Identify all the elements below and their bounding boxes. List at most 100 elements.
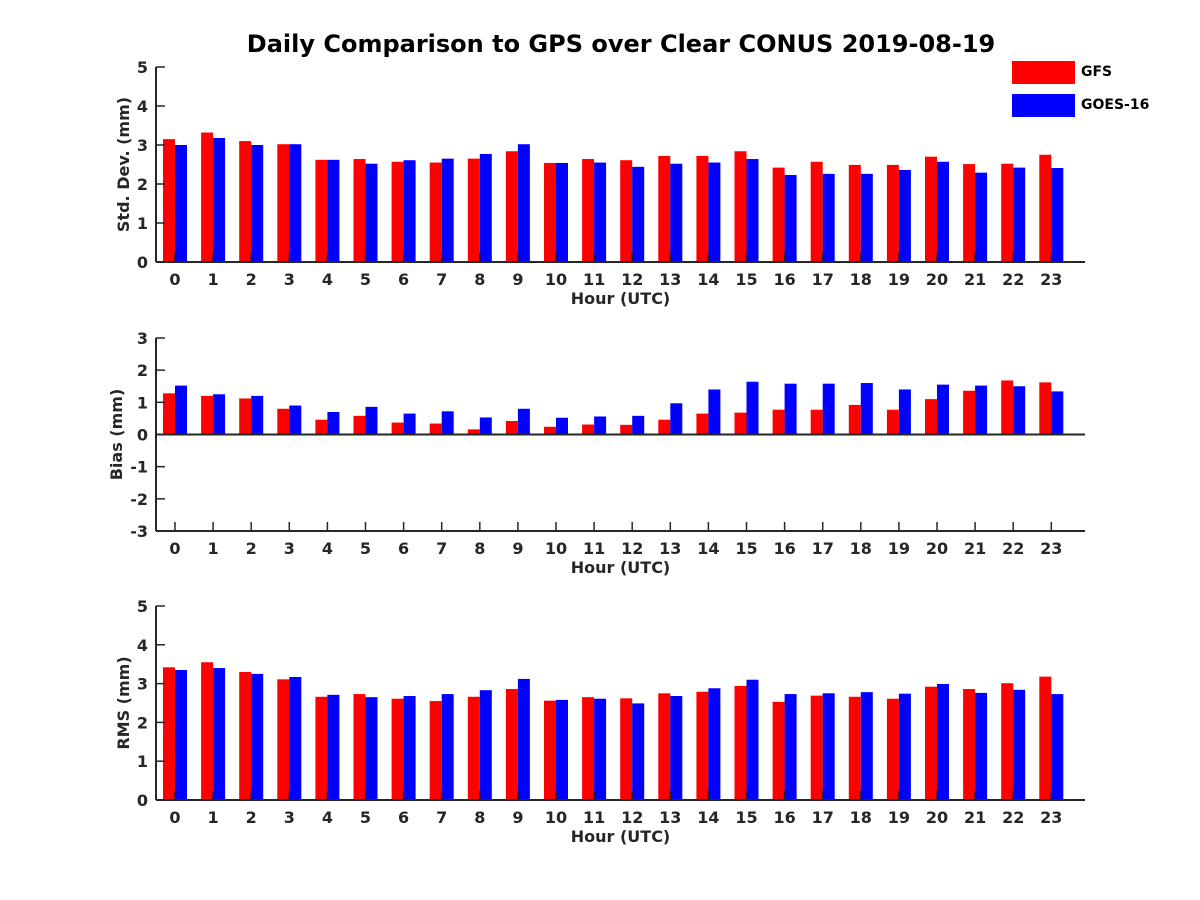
- bias-bar-gfs-10: [544, 426, 556, 435]
- bias-x-tick-label: 14: [697, 539, 719, 558]
- stddev-bar-goes16-23: [1051, 168, 1064, 262]
- stddev-bar-gfs-14: [696, 155, 709, 262]
- stddev-bar-gfs-23: [1039, 154, 1052, 262]
- bias-bar-gfs-9: [505, 420, 518, 435]
- bias-x-tick-label: 8: [474, 539, 485, 558]
- rms-x-tick-label: 8: [474, 808, 485, 827]
- rms-bar-goes16-11: [594, 698, 607, 800]
- bias-bar-gfs-16: [772, 409, 785, 435]
- stddev-bar-gfs-10: [544, 162, 556, 262]
- stddev-bar-gfs-6: [391, 161, 404, 262]
- bias-bar-goes16-7: [441, 411, 454, 435]
- stddev-bar-goes16-22: [1013, 167, 1026, 262]
- bias-bar-gfs-0: [163, 393, 175, 435]
- bias-x-tick-label: 2: [246, 539, 257, 558]
- stddev-bar-goes16-18: [860, 173, 873, 262]
- rms-x-tick-label: 6: [398, 808, 409, 827]
- stddev-x-tick-label: 10: [545, 270, 567, 289]
- bias-bar-goes16-21: [975, 385, 988, 435]
- legend-swatch-goes16: [1012, 94, 1075, 117]
- rms-x-tick-label: 14: [697, 808, 719, 827]
- stddev-bar-goes16-17: [822, 173, 835, 262]
- bias-bar-gfs-6: [391, 422, 404, 435]
- stddev-bar-goes16-15: [746, 159, 759, 262]
- stddev-bar-gfs-18: [848, 164, 861, 262]
- bias-bar-gfs-13: [658, 419, 671, 435]
- stddev-x-tick-label: 3: [284, 270, 295, 289]
- rms-x-tick-label: 12: [621, 808, 643, 827]
- stddev-x-tick-label: 11: [583, 270, 605, 289]
- rms-bar-goes16-15: [746, 679, 759, 800]
- rms-bar-goes16-1: [213, 668, 226, 800]
- stddev-bar-gfs-17: [810, 161, 823, 262]
- bias-bar-goes16-6: [403, 413, 416, 435]
- rms-x-axis-label: Hour (UTC): [571, 827, 671, 846]
- bias-bar-goes16-14: [708, 389, 721, 435]
- bias-bar-goes16-20: [937, 384, 949, 435]
- bias-bar-gfs-14: [696, 413, 709, 435]
- rms-bar-gfs-18: [848, 696, 861, 800]
- bias-bar-gfs-1: [201, 395, 214, 435]
- bias-bar-goes16-0: [175, 385, 187, 435]
- rms-x-tick-label: 2: [246, 808, 257, 827]
- rms-bar-gfs-6: [391, 698, 404, 800]
- stddev-x-tick-label: 19: [888, 270, 910, 289]
- bias-y-axis-label: Bias (mm): [107, 389, 126, 481]
- rms-x-tick-label: 15: [735, 808, 757, 827]
- rms-bar-goes16-12: [632, 703, 645, 800]
- stddev-bar-gfs-9: [505, 151, 518, 262]
- bias-bar-goes16-23: [1051, 391, 1064, 435]
- stddev-bar-goes16-0: [175, 145, 187, 262]
- rms-bar-goes16-19: [898, 693, 911, 800]
- legend-label-goes16: GOES-16: [1081, 97, 1150, 113]
- bias-x-tick-label: 18: [850, 539, 872, 558]
- stddev-x-tick-label: 20: [926, 270, 948, 289]
- bias-bar-gfs-17: [810, 409, 823, 435]
- rms-bar-goes16-6: [403, 696, 416, 800]
- stddev-bar-gfs-11: [582, 159, 595, 262]
- bias-bar-gfs-11: [582, 424, 595, 435]
- stddev-bar-gfs-21: [963, 164, 976, 262]
- stddev-x-tick-label: 12: [621, 270, 643, 289]
- rms-x-tick-label: 5: [360, 808, 371, 827]
- rms-x-tick-label: 13: [659, 808, 681, 827]
- rms-x-tick-label: 1: [208, 808, 219, 827]
- bias-bar-goes16-1: [213, 394, 226, 435]
- stddev-bar-goes16-20: [937, 161, 949, 262]
- bias-x-tick-label: 12: [621, 539, 643, 558]
- rms-x-tick-label: 19: [888, 808, 910, 827]
- bias-bar-gfs-20: [925, 399, 937, 435]
- stddev-bar-goes16-3: [289, 144, 302, 262]
- rms-bar-goes16-9: [517, 678, 530, 800]
- bias-bar-goes16-18: [860, 383, 873, 435]
- rms-x-tick-label: 0: [169, 808, 180, 827]
- rms-bar-gfs-7: [429, 701, 442, 800]
- rms-y-tick-label: 0: [137, 791, 148, 810]
- stddev-x-tick-label: 17: [812, 270, 834, 289]
- rms-bar-goes16-4: [327, 694, 340, 800]
- rms-x-tick-label: 22: [1002, 808, 1024, 827]
- stddev-x-tick-label: 4: [322, 270, 333, 289]
- stddev-x-tick-label: 2: [246, 270, 257, 289]
- stddev-bar-gfs-0: [163, 139, 175, 262]
- rms-bar-goes16-17: [822, 693, 835, 800]
- stddev-y-tick-label: 3: [137, 136, 148, 155]
- rms-x-tick-label: 9: [512, 808, 523, 827]
- legend-swatch-gfs: [1012, 61, 1075, 84]
- bias-bar-gfs-2: [239, 398, 252, 435]
- rms-bar-gfs-14: [696, 691, 709, 800]
- bias-bar-gfs-18: [848, 404, 861, 435]
- stddev-bar-gfs-22: [1001, 163, 1014, 262]
- stddev-x-tick-label: 16: [773, 270, 795, 289]
- bias-bar-gfs-15: [734, 412, 747, 435]
- bias-bar-goes16-4: [327, 411, 340, 435]
- stddev-y-tick-label: 4: [137, 97, 148, 116]
- rms-x-tick-label: 16: [773, 808, 795, 827]
- stddev-x-axis-label: Hour (UTC): [571, 289, 671, 308]
- bias-x-tick-label: 19: [888, 539, 910, 558]
- rms-bar-gfs-0: [163, 667, 175, 800]
- rms-bar-goes16-2: [251, 673, 264, 800]
- stddev-x-tick-label: 1: [208, 270, 219, 289]
- stddev-bar-gfs-4: [315, 159, 328, 262]
